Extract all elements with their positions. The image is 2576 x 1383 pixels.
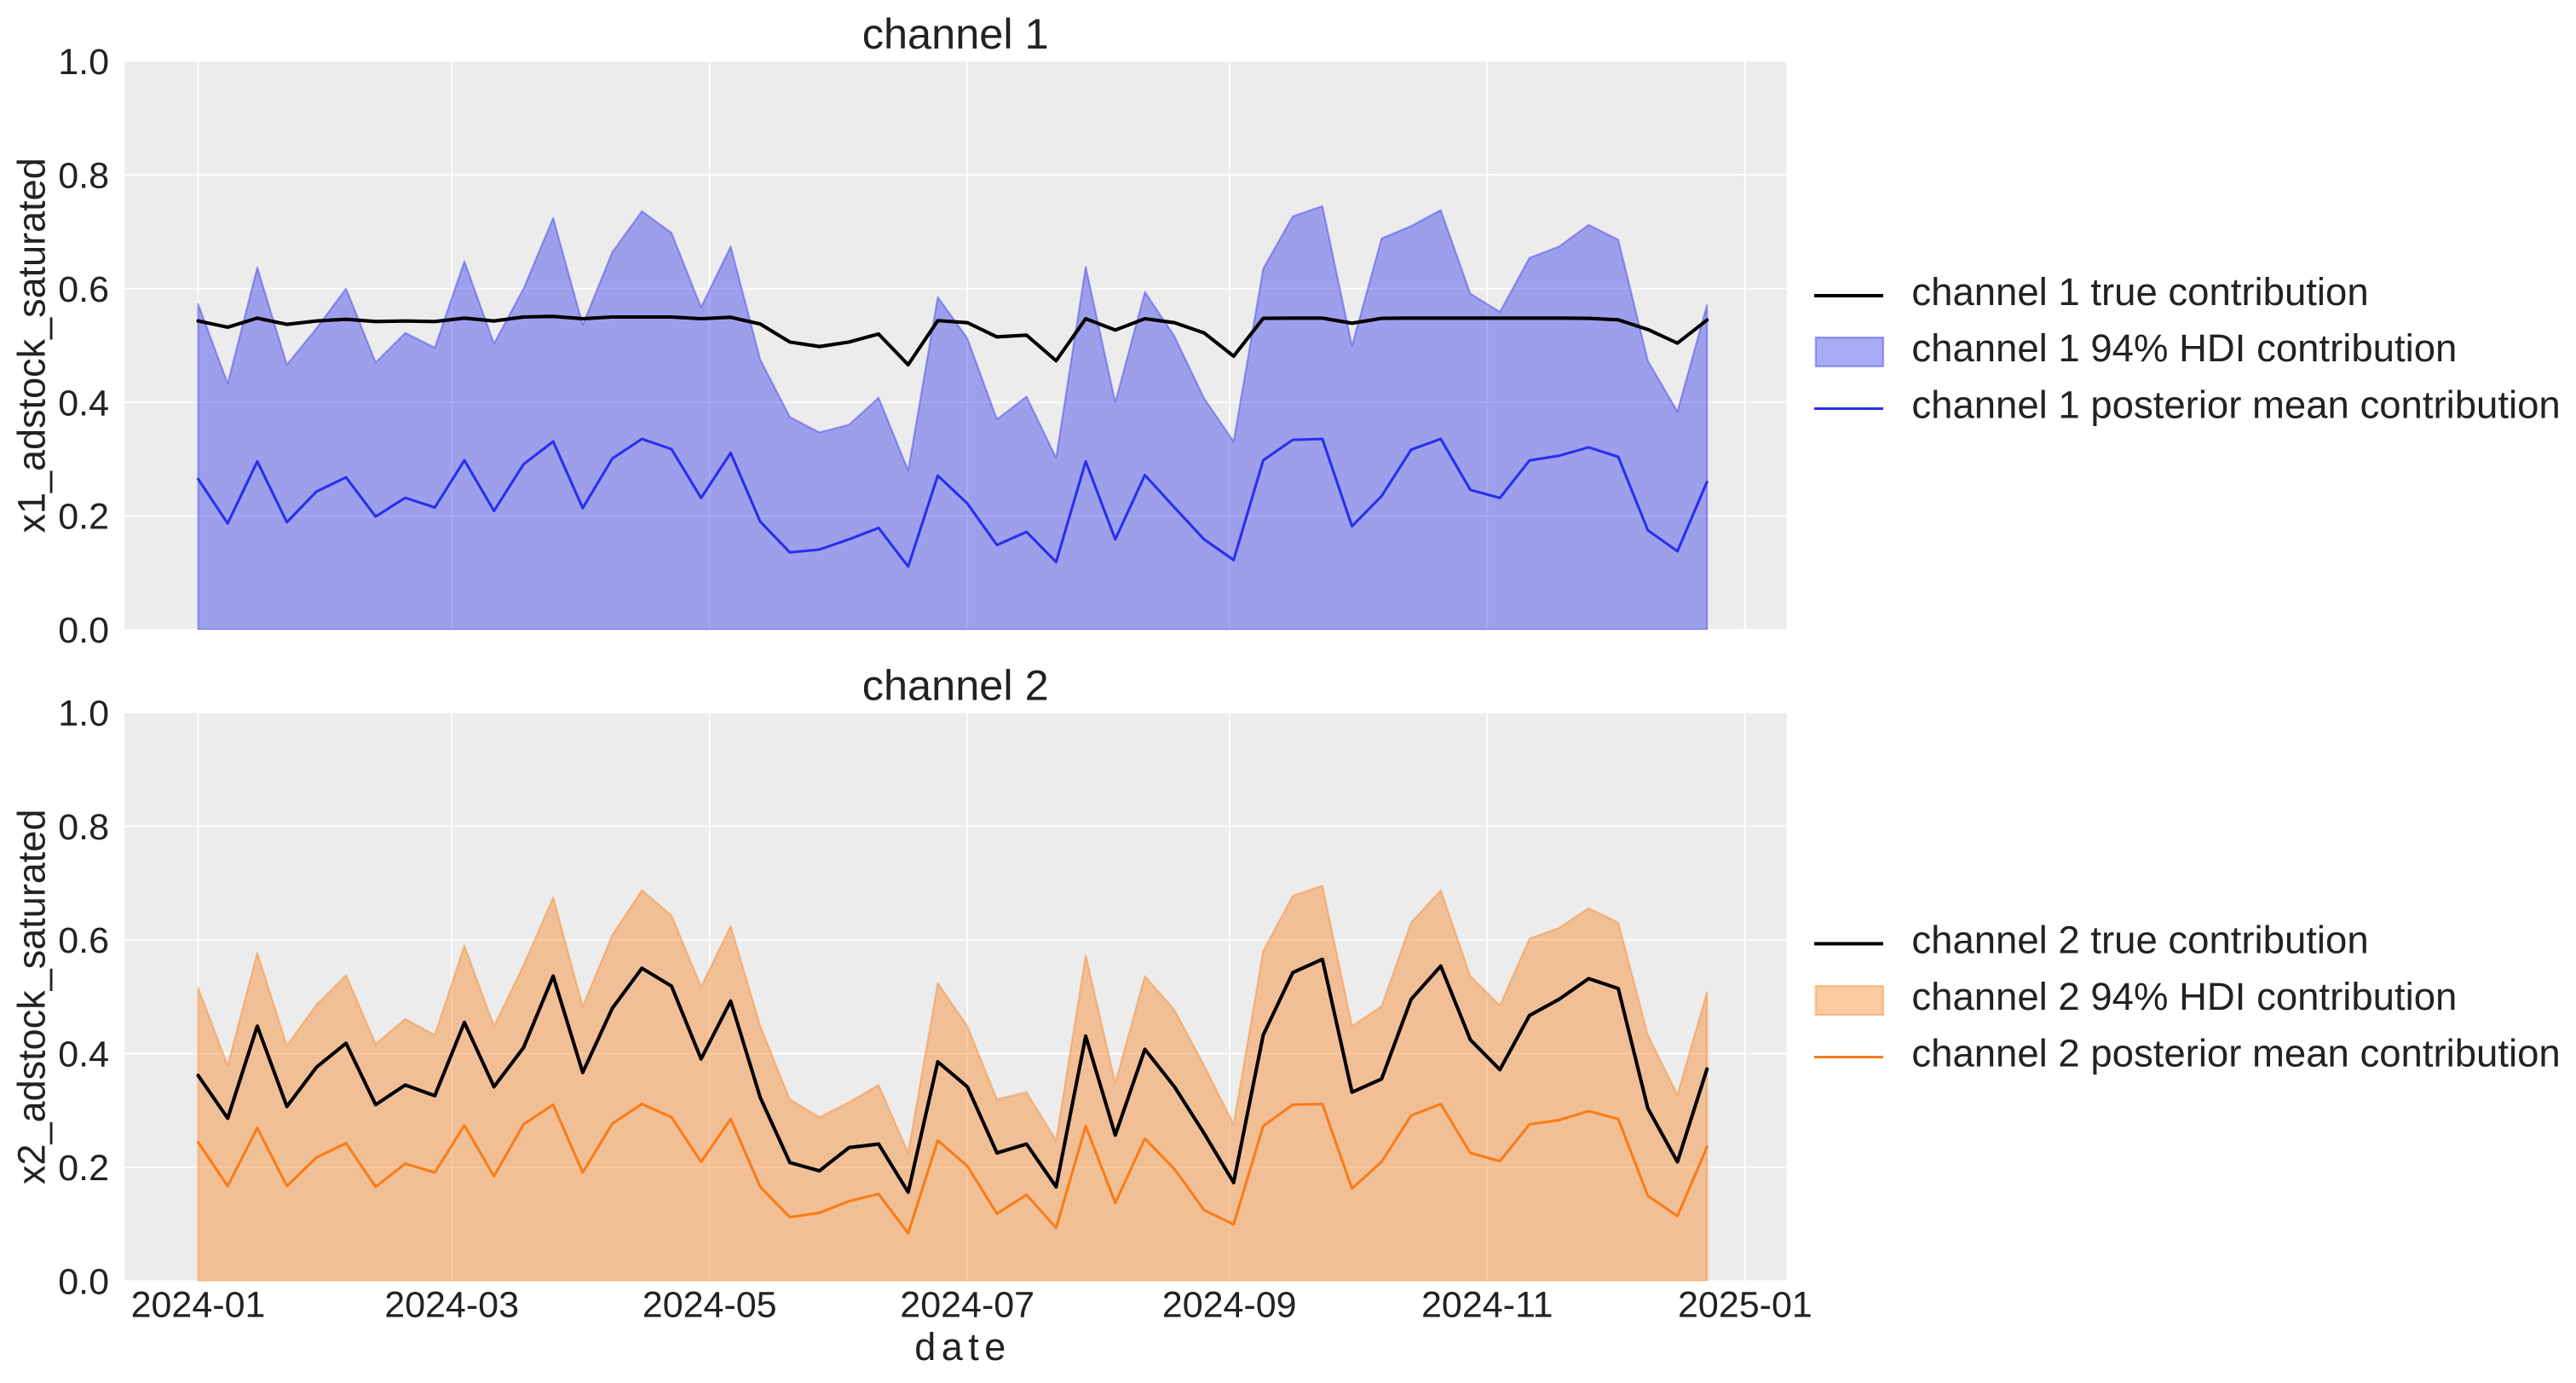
svg-text:1.0: 1.0 xyxy=(58,42,109,83)
svg-text:0.8: 0.8 xyxy=(58,155,109,196)
svg-text:date: date xyxy=(914,1325,1011,1369)
svg-text:0.0: 0.0 xyxy=(58,1262,109,1303)
svg-text:2024-07: 2024-07 xyxy=(900,1285,1034,1326)
svg-text:1.0: 1.0 xyxy=(58,693,109,734)
svg-text:2024-03: 2024-03 xyxy=(384,1285,519,1326)
svg-text:2025-01: 2025-01 xyxy=(1678,1285,1812,1326)
svg-text:channel 2 posterior mean contr: channel 2 posterior mean contribution xyxy=(1911,1032,2560,1075)
svg-text:0.4: 0.4 xyxy=(58,1034,109,1075)
svg-text:channel 2 94% HDI contribution: channel 2 94% HDI contribution xyxy=(1911,975,2457,1018)
svg-text:2024-09: 2024-09 xyxy=(1162,1285,1297,1326)
svg-text:2024-11: 2024-11 xyxy=(1421,1285,1553,1326)
svg-text:channel 1: channel 1 xyxy=(862,9,1049,58)
svg-text:0.4: 0.4 xyxy=(58,383,109,424)
svg-text:0.0: 0.0 xyxy=(58,610,109,651)
svg-text:2024-01: 2024-01 xyxy=(131,1285,266,1326)
svg-text:x1_adstock_saturated: x1_adstock_saturated xyxy=(10,158,54,533)
svg-text:0.2: 0.2 xyxy=(58,497,109,538)
svg-text:2024-05: 2024-05 xyxy=(643,1285,777,1326)
svg-text:x2_adstock_saturated: x2_adstock_saturated xyxy=(10,810,54,1184)
svg-text:channel 1 94% HDI contribution: channel 1 94% HDI contribution xyxy=(1911,326,2457,370)
svg-text:channel 1 posterior mean contr: channel 1 posterior mean contribution xyxy=(1911,383,2560,427)
svg-text:channel 2: channel 2 xyxy=(862,660,1049,709)
svg-text:channel 1 true contribution: channel 1 true contribution xyxy=(1911,270,2368,314)
svg-text:0.2: 0.2 xyxy=(58,1148,109,1189)
svg-text:0.6: 0.6 xyxy=(58,269,109,310)
svg-text:channel 2 true contribution: channel 2 true contribution xyxy=(1911,919,2368,962)
svg-text:0.6: 0.6 xyxy=(58,920,109,961)
svg-text:0.8: 0.8 xyxy=(58,807,109,848)
